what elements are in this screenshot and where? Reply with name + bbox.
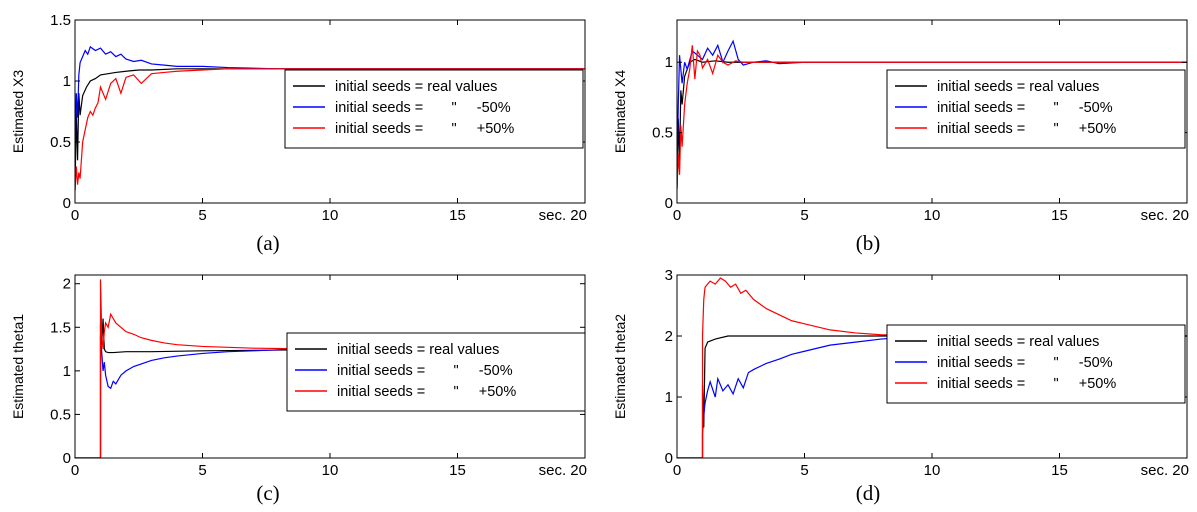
series-line-2 [75,335,585,458]
series-line-3 [677,277,1187,458]
x-tick-label: sec. 20 [1141,207,1189,224]
y-tick-label: 0 [63,450,71,467]
legend-entry-label: initial seeds = " +50% [335,121,514,137]
legend: initial seeds = real values initial seeds… [284,69,584,149]
legend-entry-label: initial seeds = real values [337,342,499,358]
y-tick-label: 2 [665,328,673,345]
x-tick-label: 15 [1051,462,1068,479]
series-line-3 [677,45,1187,189]
legend-entry-label: initial seeds = " -50% [335,100,511,116]
panel-caption: (a) [256,231,279,255]
x-tick-label: sec. 20 [1141,462,1189,479]
series-line-2 [677,39,1187,175]
y-tick-label: 0.5 [50,134,71,151]
panel-caption: (b) [856,231,881,255]
y-tick-label: 1.5 [50,319,71,336]
chart-panel-d: 0 5 10 15 sec. 20 0 1 2 3 Estimated theta2 initial… [612,267,1189,505]
legend-box [886,324,1186,404]
x-tick-label: 15 [449,207,466,224]
series-line-3 [75,68,585,191]
x-tick-label: sec. 20 [539,207,587,224]
y-tick-label: 1 [665,54,673,71]
y-tick-label: 1 [63,363,71,380]
panel-caption: (c) [256,481,279,505]
x-tick-label: 5 [800,462,808,479]
legend-entry-label: initial seeds = real values [937,334,1099,350]
y-tick-label: 0 [63,195,71,212]
legend-box [886,69,1186,149]
x-tick-label: 15 [449,462,466,479]
x-tick-label: 10 [924,207,941,224]
y-axis-label: Estimated theta1 [10,314,26,419]
y-tick-label: 0 [665,195,673,212]
series-line-2 [677,335,1187,458]
x-tick-label: 0 [71,462,79,479]
legend: initial seeds = real values initial seeds… [286,332,586,412]
legend: initial seeds = real values initial seeds… [886,324,1186,404]
x-tick-label: 5 [800,207,808,224]
x-tick-label: 5 [198,462,206,479]
legend-entry-label: initial seeds = real values [335,79,497,95]
chart-panel-b: 0 5 10 15 sec. 20 0 0.5 1 Estimated X4 initial se… [612,19,1189,255]
legend-entry-label: initial seeds = " -50% [337,363,513,379]
x-tick-label: sec. 20 [539,462,587,479]
chart-panel-a: 0 5 10 15 sec. 20 0 0.5 1 1.5 Estimated X3 initial… [10,12,587,255]
legend-box [286,332,586,412]
legend-box [284,69,584,149]
legend-entry-label: initial seeds = " -50% [937,355,1113,371]
y-tick-label: 1 [665,389,673,406]
y-tick-label: 0 [665,450,673,467]
y-axis-label: Estimated theta2 [612,314,628,419]
legend-entry-label: initial seeds = " +50% [937,376,1116,392]
y-tick-label: 1.5 [50,12,71,29]
x-tick-label: 10 [322,207,339,224]
y-axis-label: Estimated X3 [10,70,26,153]
y-tick-label: 0.5 [50,406,71,423]
y-tick-label: 0.5 [652,125,673,142]
x-tick-label: 10 [322,462,339,479]
x-tick-label: 5 [198,207,206,224]
x-tick-label: 0 [673,462,681,479]
y-tick-label: 2 [63,276,71,293]
y-tick-label: 3 [665,267,673,284]
legend-entry-label: initial seeds = " -50% [937,100,1113,116]
x-tick-label: 10 [924,462,941,479]
y-axis-label: Estimated X4 [612,70,628,153]
legend-entry-label: initial seeds = " +50% [337,384,516,400]
legend-entry-label: initial seeds = " +50% [937,121,1116,137]
x-tick-label: 15 [1051,207,1068,224]
y-tick-label: 1 [63,73,71,90]
x-tick-label: 0 [71,207,79,224]
chart-panel-c: 0 5 10 15 sec. 20 0 0.5 1 1.5 2 Estimated theta1 in… [10,274,587,505]
series-line-3 [75,279,585,458]
legend: initial seeds = real values initial seeds… [886,69,1186,149]
x-tick-label: 0 [673,207,681,224]
panel-caption: (d) [856,481,881,505]
legend-entry-label: initial seeds = real values [937,79,1099,95]
series-line-2 [75,45,585,167]
